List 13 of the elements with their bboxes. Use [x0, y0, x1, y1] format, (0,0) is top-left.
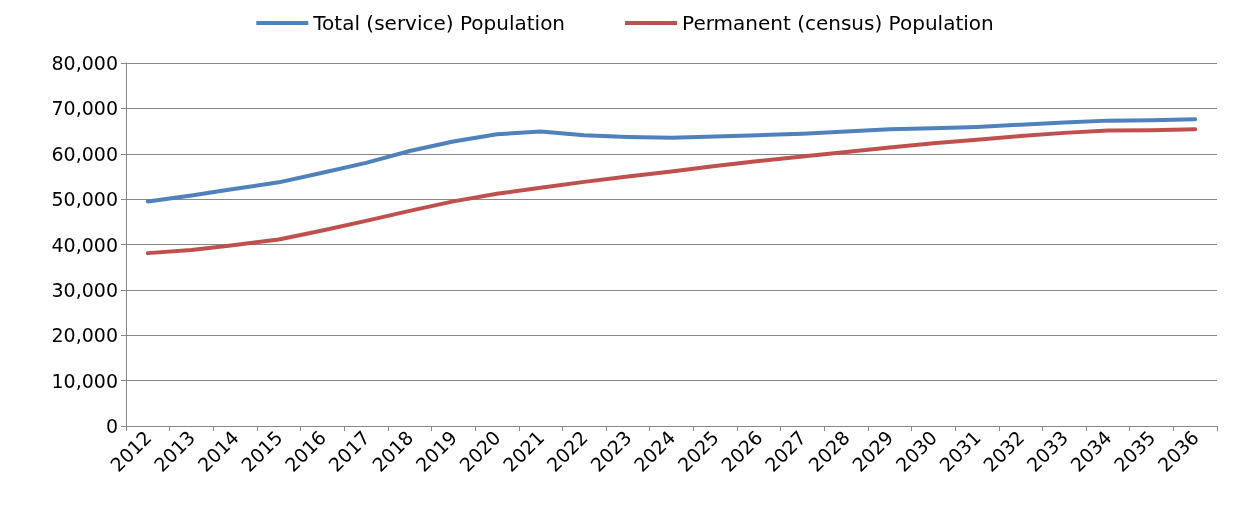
legend-label: Permanent (census) Population	[682, 11, 994, 35]
line-series	[145, 117, 1198, 204]
y-tick-label: 60,000	[51, 142, 118, 165]
y-tick-label: 30,000	[51, 278, 118, 301]
y-tick-label: 20,000	[51, 324, 118, 347]
y-tick-label: 10,000	[51, 369, 118, 392]
y-tick-label: 70,000	[51, 97, 118, 120]
legend-label: Total (service) Population	[312, 11, 566, 35]
y-tick-label: 40,000	[51, 233, 118, 256]
y-tick-label: 0	[105, 415, 118, 437]
y-tick-label: 80,000	[51, 52, 118, 74]
line-series	[145, 127, 1198, 256]
y-tick-label: 50,000	[51, 188, 118, 211]
